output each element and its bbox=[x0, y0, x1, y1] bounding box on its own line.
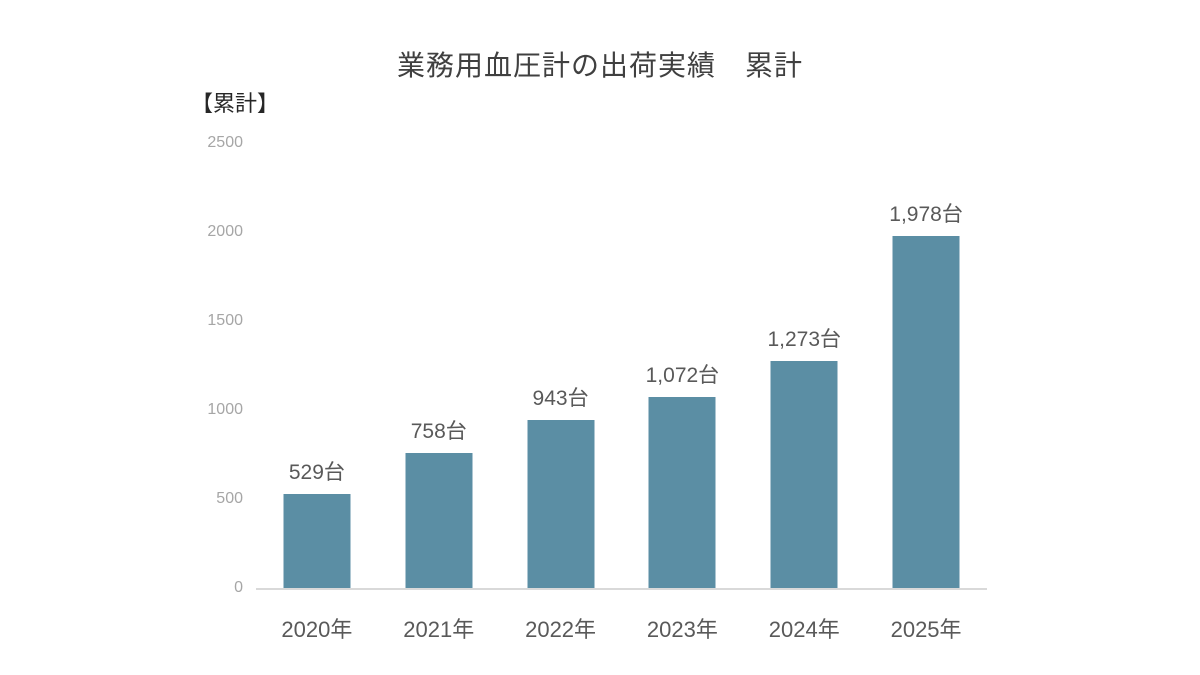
bar-value-label: 1,273台 bbox=[767, 328, 842, 352]
bar-category-slot: 943台 bbox=[500, 143, 622, 588]
bar-value-label: 1,072台 bbox=[645, 364, 720, 388]
bar-value-label: 529台 bbox=[288, 460, 345, 484]
y-axis-unit-label: 【累計】 bbox=[191, 91, 280, 116]
x-axis-category-label: 2024年 bbox=[768, 617, 840, 642]
x-axis-category-label: 2025年 bbox=[890, 617, 962, 642]
chart-title: 業務用血圧計の出荷実績 累計 bbox=[396, 50, 803, 81]
bar-category-slot: 1,072台 bbox=[622, 143, 744, 588]
bar-value-label: 758台 bbox=[410, 420, 467, 444]
x-axis-category-label: 2023年 bbox=[646, 617, 718, 642]
x-axis-category-label: 2020年 bbox=[281, 617, 353, 642]
bar-value-label: 1,978台 bbox=[889, 202, 963, 226]
bar-category-slot: 1,978台 bbox=[865, 143, 987, 588]
bar-category-slot: 1,273台 bbox=[743, 143, 865, 588]
y-axis-tick-label: 1000 bbox=[207, 401, 243, 418]
bar bbox=[648, 397, 716, 588]
bar-value-label: 943台 bbox=[532, 387, 589, 411]
y-axis-tick-label: 1500 bbox=[207, 312, 243, 329]
y-axis-tick-label: 0 bbox=[234, 579, 243, 596]
y-axis-tick-label: 500 bbox=[216, 490, 243, 507]
y-axis-tick-label: 2000 bbox=[207, 223, 243, 240]
x-axis-line bbox=[256, 588, 987, 590]
bar-category-slot: 529台 bbox=[256, 143, 378, 588]
plot-area: 529台 758台 943台 1,072台 1,273台 1,978台 bbox=[256, 143, 987, 588]
bar bbox=[283, 493, 351, 588]
x-axis-category-label: 2021年 bbox=[403, 617, 475, 642]
bar-category-slot: 758台 bbox=[378, 143, 500, 588]
bar bbox=[892, 235, 960, 588]
x-axis-category-label: 2022年 bbox=[525, 617, 597, 642]
bar bbox=[770, 361, 838, 588]
bar bbox=[527, 420, 595, 588]
y-axis-tick-label: 2500 bbox=[207, 134, 243, 151]
bar bbox=[405, 453, 473, 588]
